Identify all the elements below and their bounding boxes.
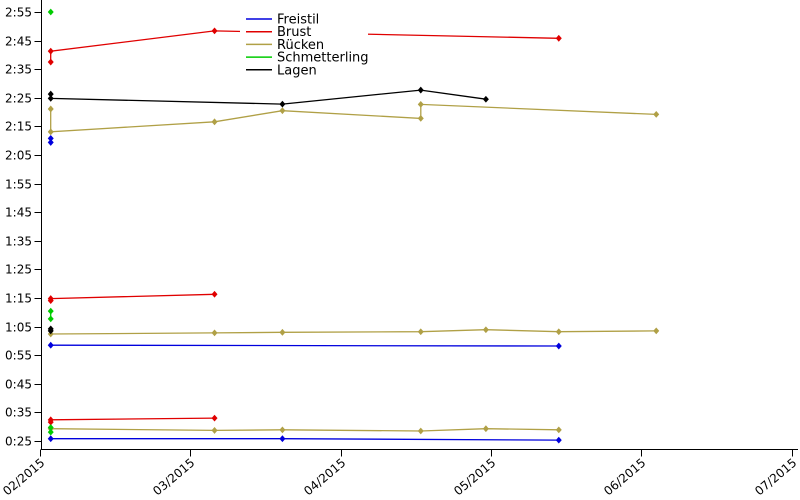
legend-item-freistil: Freistil xyxy=(246,13,319,28)
data-point-marker-rücken xyxy=(482,326,489,334)
data-point-marker-brust xyxy=(47,295,54,302)
data-point-marker-brust xyxy=(47,47,54,55)
data-point-marker-schmetterling xyxy=(47,428,54,436)
data-point-marker-rücken xyxy=(279,426,286,434)
data-point-marker-schmetterling xyxy=(47,424,54,431)
data-point-marker-rücken xyxy=(279,328,286,336)
data-point-marker-rücken xyxy=(653,110,660,118)
data-point-marker-rücken xyxy=(211,118,218,126)
data-point-marker-schmetterling xyxy=(47,8,54,16)
legend-item-rücken: Rücken xyxy=(246,38,324,53)
y-axis-tick-label: 2:45 xyxy=(5,35,32,49)
data-point-marker-brust xyxy=(47,58,54,66)
data-point-marker-freistil xyxy=(47,341,54,349)
data-point-marker-rücken xyxy=(47,128,54,136)
legend-label: Lagen xyxy=(277,63,317,78)
x-axis-tick-label: 04/2015 xyxy=(301,456,348,499)
series-line-brust xyxy=(50,417,215,423)
series-line-freistil xyxy=(50,344,559,347)
data-point-marker-schmetterling xyxy=(47,307,54,315)
y-axis-tick-label: 1:35 xyxy=(5,235,32,249)
series-line-brust xyxy=(50,30,559,63)
legend-label: Rücken xyxy=(277,38,324,53)
y-axis-tick-label: 1:15 xyxy=(5,292,32,306)
data-point-marker-rücken xyxy=(417,328,424,336)
y-axis-tick-label: 1:05 xyxy=(5,321,32,335)
data-point-marker-rücken xyxy=(211,427,218,434)
y-axis-tick-label: 2:25 xyxy=(5,92,32,106)
legend-label: Schmetterling xyxy=(277,51,369,66)
y-axis-tick-label: 1:25 xyxy=(5,263,32,277)
legend-item-brust: Brust xyxy=(246,25,311,40)
y-axis-tick-label: 1:55 xyxy=(5,178,32,192)
legend-item-lagen: Lagen xyxy=(246,63,317,78)
series-line-freistil xyxy=(50,438,559,441)
data-point-marker-lagen xyxy=(47,94,54,102)
data-point-marker-rücken xyxy=(47,105,54,113)
data-point-marker-lagen xyxy=(279,100,286,108)
data-point-marker-freistil xyxy=(47,435,54,443)
data-point-marker-freistil xyxy=(555,436,562,444)
series-line-rücken xyxy=(50,329,657,335)
x-axis-tick-label: 07/2015 xyxy=(752,456,799,499)
data-point-marker-rücken xyxy=(417,100,424,108)
y-axis-tick-label: 0:45 xyxy=(5,378,32,392)
data-point-marker-lagen xyxy=(47,327,54,335)
y-axis-tick-label: 0:25 xyxy=(5,435,32,449)
y-axis-tick-label: 2:15 xyxy=(5,120,32,134)
data-point-marker-lagen xyxy=(417,86,424,94)
data-point-marker-freistil xyxy=(47,139,54,146)
x-axis-tick-label: 05/2015 xyxy=(451,456,498,499)
y-axis-tick-label: 0:35 xyxy=(5,406,32,420)
y-axis-tick-label: 1:45 xyxy=(5,206,32,220)
x-axis-tick-label: 02/2015 xyxy=(0,456,47,499)
y-axis-tick-label: 2:35 xyxy=(5,63,32,77)
data-point-marker-brust xyxy=(211,414,218,422)
data-point-marker-rücken xyxy=(555,328,562,336)
data-point-marker-lagen xyxy=(47,90,54,98)
data-point-marker-rücken xyxy=(417,114,424,122)
data-point-marker-freistil xyxy=(47,135,54,142)
data-point-marker-rücken xyxy=(211,329,218,337)
legend-label: Freistil xyxy=(277,13,319,28)
legend-item-schmetterling: Schmetterling xyxy=(246,51,369,66)
series-line-rücken xyxy=(50,428,559,432)
data-point-marker-rücken xyxy=(417,427,424,435)
data-point-marker-freistil xyxy=(555,342,562,350)
data-point-marker-brust xyxy=(555,34,562,42)
data-point-marker-brust xyxy=(47,416,54,424)
data-point-marker-lagen xyxy=(482,95,489,103)
y-axis-tick-label: 2:05 xyxy=(5,149,32,163)
data-point-marker-rücken xyxy=(555,426,562,434)
data-point-marker-freistil xyxy=(279,435,286,443)
data-point-marker-rücken xyxy=(279,107,286,115)
y-axis-tick-label: 2:55 xyxy=(5,6,32,20)
data-point-marker-brust xyxy=(211,27,218,35)
series-line-brust xyxy=(50,293,215,301)
y-axis-tick-label: 0:55 xyxy=(5,349,32,363)
data-point-marker-rücken xyxy=(482,425,489,433)
data-point-marker-rücken xyxy=(653,327,660,335)
data-point-marker-brust xyxy=(211,290,218,298)
x-axis-tick-label: 06/2015 xyxy=(601,456,648,499)
data-point-marker-schmetterling xyxy=(47,315,54,323)
x-axis-tick-label: 03/2015 xyxy=(150,456,197,499)
series-line-rücken xyxy=(50,103,657,133)
legend-label: Brust xyxy=(277,25,311,40)
